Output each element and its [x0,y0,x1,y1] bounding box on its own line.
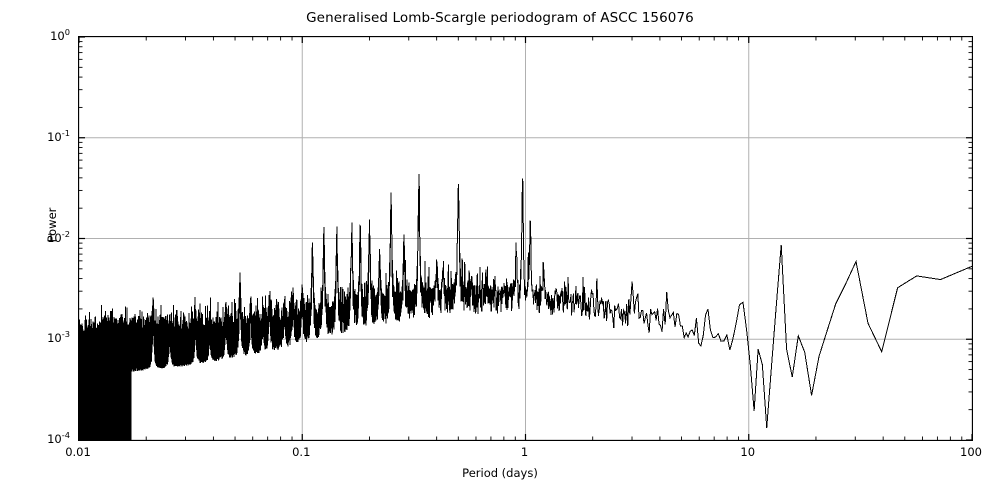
y-tick-mantissa: 10 [47,432,62,446]
periodogram-plot [79,37,972,440]
y-tick-mantissa: 10 [47,331,62,346]
x-tick-label-1: 1 [520,445,529,459]
x-tick-label-100: 100 [960,445,982,459]
y-tick-label-1e-3: 10-3 [47,329,70,346]
y-tick-exponent: -4 [61,430,70,441]
y-tick-label-1e0: 100 [50,27,70,43]
gridlines [79,37,972,440]
y-tick-label-1e-1: 10-1 [47,127,70,144]
y-tick-exponent: -3 [61,329,70,340]
y-tick-exponent: -2 [61,228,70,239]
y-tick-mantissa: 10 [47,129,62,144]
x-axis-label: Period (days) [462,466,538,480]
y-tick-mantissa: 10 [47,230,62,245]
y-tick-label-1e-4: 10-4 [47,430,70,446]
chart-title: Generalised Lomb-Scargle periodogram of … [306,10,694,26]
y-tick-exponent: -1 [61,127,70,138]
x-tick-label-0.1: 0.1 [292,445,311,459]
y-tick-exponent: 0 [64,27,70,38]
y-axis-label: Power [45,207,59,243]
y-tick-mantissa: 10 [50,29,65,43]
axis-tickmarks [79,37,972,440]
plot-area [78,36,973,441]
x-tick-label-10: 10 [740,445,756,459]
y-tick-label-1e-2: 10-2 [47,228,70,245]
x-tick-label-0.01: 0.01 [65,445,91,459]
power-series [79,174,972,440]
